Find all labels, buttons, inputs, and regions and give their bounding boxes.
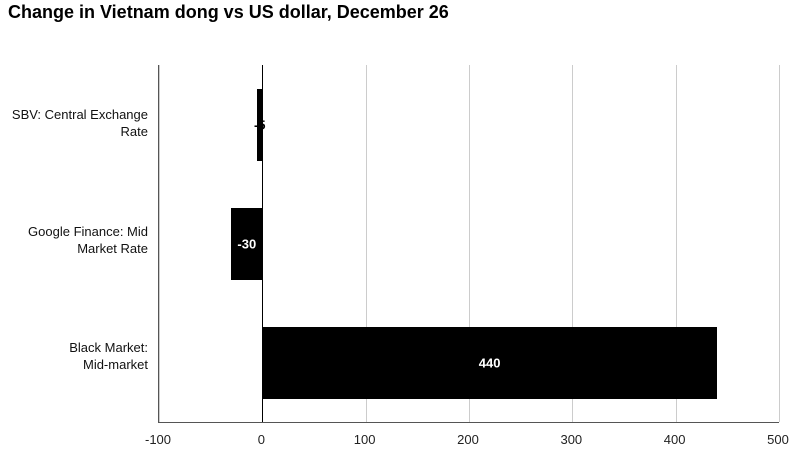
bar-value-label: -30 [237, 236, 257, 251]
x-tick-label: 500 [767, 432, 789, 447]
bar-value-label: 440 [478, 355, 501, 370]
bar-value-label: -5 [253, 117, 266, 132]
plot-area: -5 -30 440 [158, 65, 780, 423]
category-label-black-market: Black Market: Mid-market [69, 340, 148, 372]
chart-title: Change in Vietnam dong vs US dollar, Dec… [8, 2, 449, 22]
x-tick-label: 200 [457, 432, 479, 447]
gridline [365, 65, 367, 422]
bar [231, 207, 263, 280]
bar [262, 326, 717, 399]
x-tick-label: 0 [257, 432, 265, 447]
x-tick-label: 300 [560, 432, 583, 447]
bar [257, 88, 263, 161]
gridline [469, 65, 470, 422]
gridline [572, 65, 574, 422]
x-tick-label: -100 [144, 432, 172, 447]
zero-gridline [262, 65, 264, 422]
x-tick-label: 400 [663, 432, 686, 447]
category-label-sbv: SBV: Central Exchange Rate [11, 107, 148, 139]
gridline [675, 65, 677, 422]
gridline [779, 65, 780, 422]
gridline [159, 65, 160, 422]
category-label-google-finance: Google Finance: Mid Market Rate [28, 224, 148, 256]
x-tick-label: 100 [353, 432, 376, 447]
